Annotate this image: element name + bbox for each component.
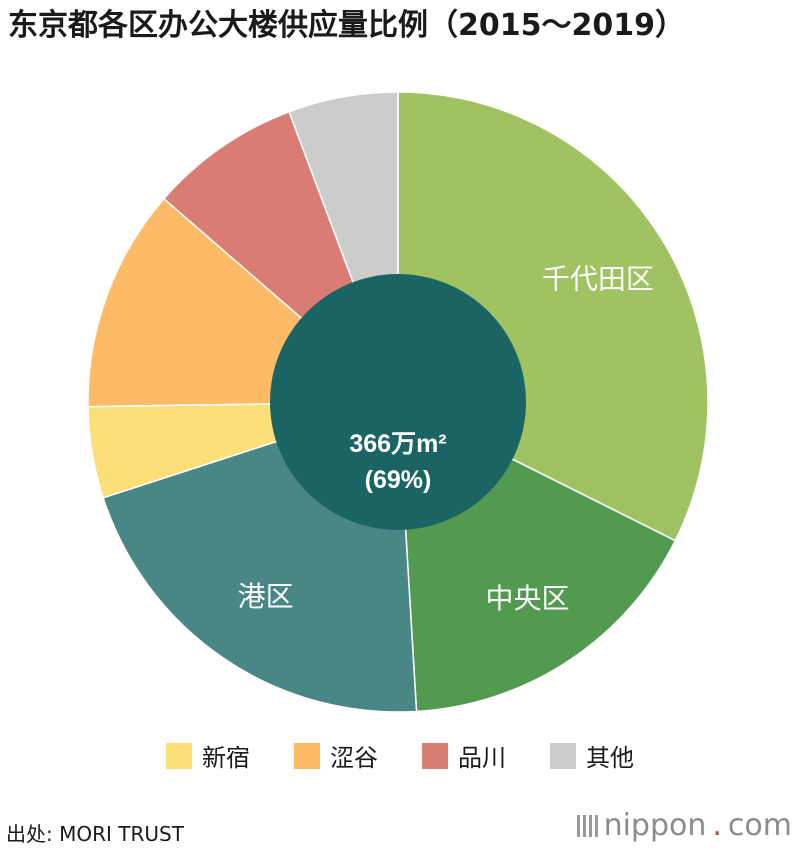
center-percent-label: (69%) (365, 466, 432, 494)
logo-tld: com (727, 808, 792, 843)
legend-label: 品川 (458, 744, 506, 772)
legend-item-other: 其他 (550, 738, 634, 773)
logo-brand: nippon (603, 808, 707, 843)
center-total-label: 366万m² (349, 430, 446, 458)
legend-label: 新宿 (202, 744, 250, 772)
legend-swatch (550, 742, 576, 769)
legend-swatch (294, 742, 320, 769)
legend-item-shinagawa: 品川 (422, 738, 506, 773)
slice-label-chuo: 中央区 (485, 582, 569, 615)
center-disc (270, 274, 526, 530)
source-note: 出处: MORI TRUST (6, 822, 184, 846)
chart-title: 东京都各区办公大楼供应量比例（2015～2019） (8, 8, 685, 43)
legend-swatch (422, 742, 448, 769)
legend-label: 涩谷 (330, 744, 378, 772)
logo-bars-icon (576, 814, 598, 837)
logo-dot: . (712, 808, 722, 843)
legend-item-shinjuku: 新宿 (166, 738, 250, 773)
slice-label-chiyoda: 千代田区 (542, 262, 654, 295)
legend-swatch (166, 742, 192, 769)
legend: 新宿 涩谷 品川 其他 (0, 738, 800, 773)
legend-item-shibuya: 涩谷 (294, 738, 378, 773)
nippon-logo: nippon. com (576, 808, 792, 843)
legend-label: 其他 (586, 744, 634, 772)
slice-label-minato: 港区 (238, 580, 294, 613)
